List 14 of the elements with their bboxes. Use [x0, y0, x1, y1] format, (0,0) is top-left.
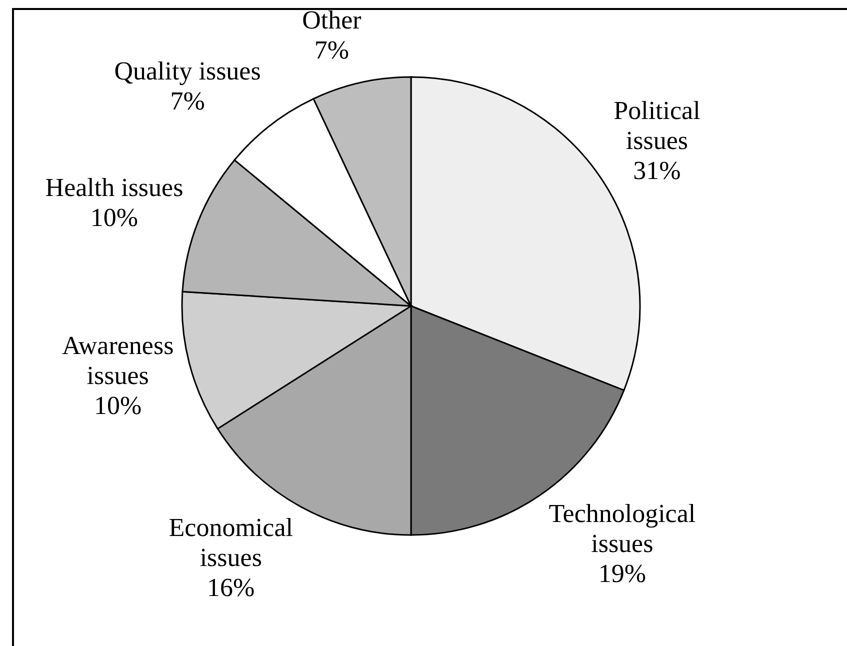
- data-label: 10%: [94, 391, 142, 420]
- slice-label: Health issues: [45, 172, 184, 202]
- slice-label: Technological issues: [548, 498, 696, 558]
- data-label: 19%: [598, 558, 646, 588]
- data-label: 7%: [170, 86, 205, 116]
- slice-label: Political issues: [614, 96, 700, 155]
- slice-label: Awareness issues: [62, 331, 174, 390]
- data-label: 10%: [90, 202, 138, 232]
- slice-label: Quality issues: [114, 56, 261, 86]
- data-label: 7%: [314, 36, 350, 65]
- data-label: 16%: [207, 573, 255, 602]
- slice-label: Economical issues: [168, 513, 293, 572]
- data-label: 31%: [633, 156, 681, 185]
- slice-label: Other: [302, 6, 362, 35]
